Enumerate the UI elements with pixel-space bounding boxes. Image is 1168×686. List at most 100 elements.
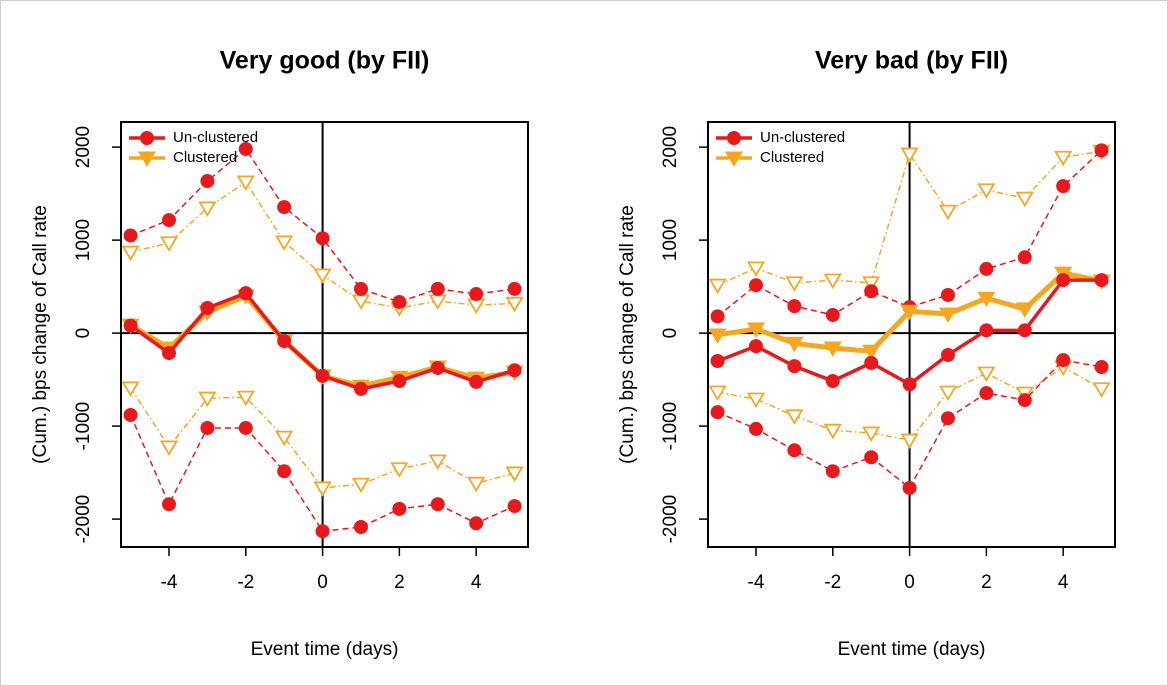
y-tick-label: 1000: [660, 219, 681, 261]
point: [238, 420, 253, 435]
point: [1094, 360, 1109, 375]
legend-label: Clustered: [173, 149, 237, 166]
point: [787, 443, 802, 458]
chart-title: Very bad (by FII): [815, 47, 1008, 75]
legend-label: Un-clustered: [173, 129, 258, 146]
point: [390, 462, 409, 478]
point: [507, 363, 522, 378]
point: [823, 423, 842, 440]
point: [864, 355, 879, 370]
point: [787, 359, 802, 374]
point: [315, 231, 330, 246]
point: [505, 296, 524, 313]
point: [938, 307, 958, 323]
point: [392, 373, 407, 388]
point: [825, 464, 840, 479]
point: [353, 281, 368, 296]
x-tick-label: -4: [748, 572, 765, 593]
ci-line: [717, 149, 1103, 317]
point: [979, 323, 994, 338]
point: [825, 373, 840, 388]
point: [900, 433, 919, 449]
point: [238, 141, 253, 156]
point: [159, 236, 179, 252]
ci-line: [129, 387, 515, 489]
point: [710, 354, 725, 369]
x-tick-label: -2: [824, 572, 841, 593]
point: [785, 409, 804, 425]
point: [200, 420, 215, 435]
point: [430, 360, 445, 375]
point: [1092, 382, 1111, 398]
point: [864, 450, 879, 465]
point: [938, 204, 958, 221]
x-tick-label: 2: [981, 572, 992, 593]
point: [979, 261, 994, 276]
point: [1094, 143, 1109, 158]
point: [469, 287, 484, 302]
x-tick-label: 0: [317, 572, 328, 593]
point: [940, 347, 955, 362]
point: [940, 411, 955, 426]
point: [746, 392, 766, 409]
point: [198, 201, 217, 217]
point: [708, 328, 727, 344]
y-axis-label: (Cum.) bps change of Call rate: [617, 205, 638, 464]
point: [159, 440, 179, 456]
point: [748, 421, 763, 436]
point: [121, 381, 140, 397]
point: [1056, 179, 1071, 194]
point: [313, 481, 332, 497]
y-tick-label: 1000: [73, 219, 94, 261]
point: [708, 385, 727, 402]
ci-line: [717, 359, 1102, 490]
point: [353, 381, 368, 396]
point: [507, 281, 522, 296]
chart-title: Very good (by FII): [220, 47, 430, 75]
y-tick-label: 2000: [73, 126, 94, 168]
point: [161, 213, 176, 228]
point: [862, 344, 881, 361]
point: [862, 426, 881, 442]
point: [236, 175, 255, 191]
point: [392, 294, 407, 309]
legend-marker: [140, 131, 154, 145]
y-tick-label: 2000: [660, 126, 681, 168]
legend-label: Un-clustered: [760, 129, 845, 146]
point: [748, 339, 763, 354]
point: [977, 183, 996, 199]
x-axis-label: Event time (days): [838, 639, 986, 660]
point: [825, 307, 840, 322]
point: [469, 516, 484, 531]
point: [161, 497, 176, 512]
point: [746, 261, 766, 277]
y-tick-label: 0: [660, 328, 681, 339]
point: [198, 391, 217, 408]
point: [507, 499, 522, 514]
point: [787, 299, 802, 314]
x-tick-label: -2: [237, 572, 254, 593]
point: [977, 366, 996, 382]
point: [902, 377, 917, 392]
point: [1056, 273, 1071, 288]
point: [277, 200, 292, 215]
point: [238, 286, 253, 301]
point: [351, 477, 371, 494]
x-tick-label: 2: [394, 572, 405, 593]
point: [1017, 250, 1032, 265]
point: [1056, 353, 1071, 368]
point: [121, 245, 140, 262]
point: [902, 480, 917, 495]
point: [277, 464, 292, 479]
point: [746, 322, 766, 338]
x-tick-label: -4: [161, 572, 178, 593]
point: [353, 520, 368, 535]
y-tick-label: 0: [73, 328, 94, 339]
y-tick-label: -2000: [660, 495, 681, 544]
point: [315, 524, 330, 539]
point: [862, 276, 881, 292]
plot-frame: [120, 121, 529, 548]
point: [977, 291, 996, 308]
